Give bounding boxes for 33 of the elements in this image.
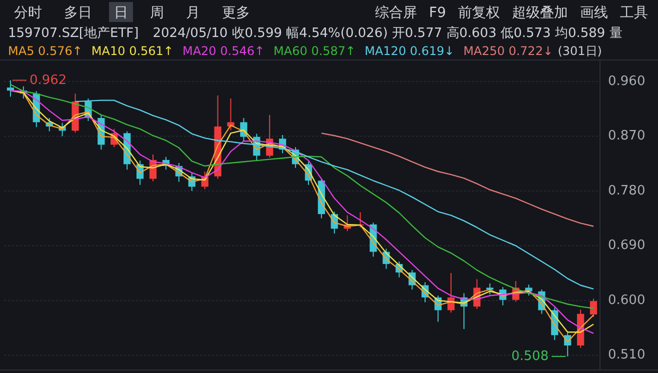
text: 更多 [222, 5, 250, 21]
text: 综合屏 [375, 5, 418, 21]
text: MA10 0.561↑ [91, 44, 174, 58]
text: 多日 [64, 5, 92, 21]
text: F9 [429, 5, 446, 21]
text: (301日) [558, 44, 602, 58]
y-tick-label: 0.960 [608, 74, 646, 89]
y-tick-label: 0.690 [608, 238, 646, 254]
y-tick-label: 0.870 [608, 128, 646, 144]
text: 月 [186, 5, 200, 21]
candlestick [227, 98, 234, 131]
text: 日 [114, 5, 128, 21]
text: MA20 0.546↑ [182, 44, 265, 58]
text: MA60 0.587↑ [274, 44, 356, 58]
text: 超级叠加 [512, 5, 568, 21]
line-series [320, 132, 594, 227]
y-tick-label: 0.600 [608, 292, 646, 308]
text: 画线 [580, 5, 608, 21]
candlestick [590, 298, 598, 318]
y-tick-label: 0.780 [608, 183, 646, 198]
candlestick [486, 282, 494, 295]
text: 周 [150, 5, 164, 21]
chart-subtitle: 2024/05/10 收0.599 幅4.54%(0.026) 开0.577 高0.603 低0.573 均0.589 量 [152, 25, 622, 41]
annotation: 0.962 [29, 72, 67, 88]
text: MA5 0.576↑ [8, 44, 82, 58]
text: 工具 [620, 5, 648, 21]
text: 分时 [14, 5, 42, 21]
annotation: 0.508 [511, 348, 549, 364]
text: MA250 0.722↓ [463, 44, 554, 58]
y-tick-label: 0.510 [608, 348, 646, 363]
text: MA120 0.619↓ [364, 44, 454, 58]
chart-title: 159707.SZ[地产ETF] [8, 26, 139, 41]
text: 前复权 [458, 5, 500, 21]
